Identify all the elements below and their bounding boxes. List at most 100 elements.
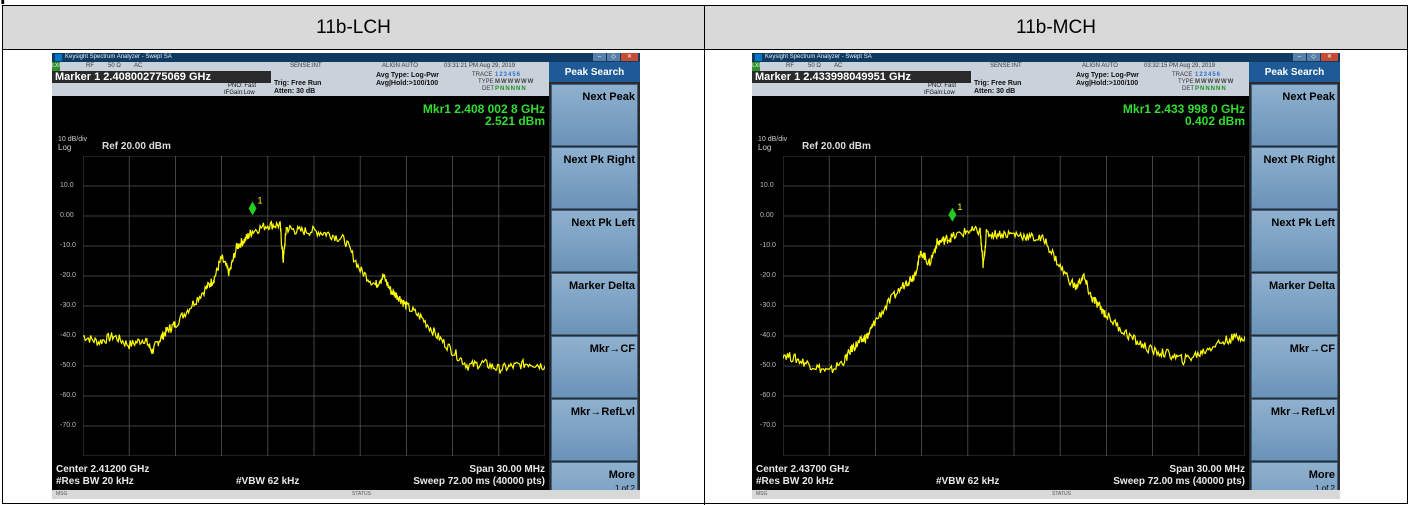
softkey-label: Next Peak (582, 91, 635, 103)
y-axis-tick-label: -10.0 (760, 242, 776, 249)
column-header-mch: 11b-MCH (705, 6, 1407, 50)
scale-log-label: Log (58, 143, 72, 152)
rf-input-label: RF (86, 63, 94, 69)
sense-label: SENSE:INT (290, 63, 322, 69)
spectrum-trace (783, 225, 1245, 374)
softkey-label: Mkr→CF (589, 343, 635, 355)
mkr-to-reflvl-button[interactable]: Mkr→RefLvl (551, 399, 638, 461)
marker-delta-button[interactable]: Marker Delta (551, 273, 638, 335)
softkey-label: Next Pk Left (1271, 217, 1335, 229)
datetime-label: 03:32:15 PM Aug 29, 2019 (1144, 63, 1216, 69)
softkey-menu-title: Peak Search (549, 62, 640, 82)
status-label: STATUS (1052, 491, 1071, 497)
softkey-label: Next Pk Right (1263, 154, 1335, 166)
next-pk-left-button[interactable]: Next Pk Left (1251, 210, 1338, 272)
next-peak-button[interactable]: Next Peak (1251, 84, 1338, 146)
softkey-panel: Peak Search Next Peak Next Pk Right Next P… (549, 62, 640, 499)
minimize-icon[interactable]: – (593, 53, 606, 61)
marker-frequency-field[interactable]: Marker 1 2.433998049951 GHz (752, 71, 971, 83)
det-label: DET (1182, 86, 1194, 92)
marker-delta-button[interactable]: Marker Delta (1251, 273, 1338, 335)
y-axis-tick-label: -10.0 (60, 242, 76, 249)
mkr-to-cf-button[interactable]: Mkr→CF (551, 336, 638, 398)
y-axis-tick-label: -60.0 (60, 392, 76, 399)
y-axis-tick-label: -20.0 (760, 272, 776, 279)
status-label: STATUS (352, 491, 371, 497)
softkey-label: Next Peak (1282, 91, 1335, 103)
results-table: 11b-LCH 11b-MCH (2, 5, 1408, 505)
lxi-indicator: LXI (52, 62, 60, 71)
impedance-label: 50 Ω (808, 63, 821, 69)
softkey-label: Marker Delta (568, 280, 635, 292)
column-header-lch: 11b-LCH (3, 6, 705, 50)
column-divider (704, 50, 705, 505)
y-axis-tick-label: -70.0 (760, 422, 776, 429)
ifgain-label: IFGain:Low (224, 90, 255, 96)
restore-icon[interactable]: ◇ (607, 53, 620, 61)
msg-label: MSG (56, 491, 68, 497)
datetime-label: 03:31:21 PM Aug 29, 2019 (444, 63, 516, 69)
marker-readout-frequency: Mkr1 2.408 002 8 GHz (422, 102, 545, 116)
mkr-to-reflvl-button[interactable]: Mkr→RefLvl (1251, 399, 1338, 461)
y-axis-tick-label: -20.0 (60, 272, 76, 279)
trace-numbers: 123456 (1195, 72, 1222, 78)
y-axis-tick-label: -50.0 (760, 362, 776, 369)
ifgain-label: IFGain:Low (924, 90, 955, 96)
reference-level: Ref 20.00 dBm (102, 141, 171, 152)
resolution-bandwidth: #Res BW 20 kHz (756, 476, 834, 487)
y-axis-tick-label: -60.0 (760, 392, 776, 399)
marker-number-label: 1 (258, 195, 263, 205)
avg-type-label: Avg Type: Log-Pwr (1076, 72, 1139, 79)
close-icon[interactable]: ✕ (621, 53, 638, 61)
marker-number-label: 1 (957, 202, 962, 212)
next-pk-left-button[interactable]: Next Pk Left (551, 210, 638, 272)
spectrum-analyzer-window: Keysight Spectrum Analyzer - Swept SA – … (752, 53, 1340, 499)
y-axis-tick-label: -30.0 (60, 302, 76, 309)
marker-readout-level: 2.521 dBm (484, 114, 545, 128)
spectrum-display[interactable]: Mkr1 2.408 002 8 GHz 2.521 dBm 10 dB/div… (52, 96, 549, 490)
pno-label: PNO: Fast (928, 83, 957, 89)
marker-frequency-field[interactable]: Marker 1 2.408002775069 GHz (52, 71, 271, 83)
span-value: Span 30.00 MHz (1169, 464, 1245, 475)
softkey-label: Mkr→RefLvl (570, 406, 635, 418)
settings-bar: LXI RF 50 Ω AC SENSE:INT ALIGN AUTO 03:3… (752, 62, 1249, 96)
pno-label: PNO: Fast (228, 83, 257, 89)
impedance-label: 50 Ω (108, 63, 121, 69)
det-label: DET (482, 86, 494, 92)
marker-readout-frequency: Mkr1 2.433 998 0 GHz (1122, 102, 1245, 116)
trace-detectors: PNNNNN (495, 86, 527, 92)
marker-diamond-icon (948, 207, 957, 222)
app-icon (755, 54, 762, 61)
rf-input-label: RF (786, 63, 794, 69)
softkey-sublabel: 1 of 2 (614, 484, 635, 493)
span-value: Span 30.00 MHz (469, 464, 545, 475)
trigger-label: Trig: Free Run (974, 80, 1022, 87)
close-icon[interactable]: ✕ (1321, 53, 1338, 61)
avg-type-label: Avg Type: Log-Pwr (376, 72, 439, 79)
next-peak-button[interactable]: Next Peak (551, 84, 638, 146)
restore-icon[interactable]: ◇ (1307, 53, 1320, 61)
window-title: Keysight Spectrum Analyzer - Swept SA (65, 54, 172, 60)
trace-detectors: PNNNNN (1195, 86, 1227, 92)
y-axis-tick-label: -50.0 (60, 362, 76, 369)
app-icon (55, 54, 62, 61)
marker-diamond-icon (248, 201, 257, 216)
next-pk-right-button[interactable]: Next Pk Right (1251, 147, 1338, 209)
settings-bar: LXI RF 50 Ω AC SENSE:INT ALIGN AUTO 03:3… (52, 62, 549, 96)
minimize-icon[interactable]: – (1293, 53, 1306, 61)
trace-types: MWWWWW (495, 79, 535, 85)
softkey-label: Next Pk Left (571, 217, 635, 229)
spectrum-display[interactable]: Mkr1 2.433 998 0 GHz 0.402 dBm 10 dB/div… (752, 96, 1249, 490)
status-bar: MSG STATUS (752, 490, 1340, 499)
next-pk-right-button[interactable]: Next Pk Right (551, 147, 638, 209)
type-label: TYPE (478, 79, 494, 85)
spectrum-trace (83, 220, 545, 374)
avg-hold-label: Avg|Hold:>100/100 (376, 80, 439, 87)
mkr-to-cf-button[interactable]: Mkr→CF (1251, 336, 1338, 398)
reference-level: Ref 20.00 dBm (802, 141, 871, 152)
trace-label: TRACE (472, 72, 493, 78)
softkey-label: More (608, 469, 635, 481)
softkey-panel: Peak Search Next Peak Next Pk Right Next P… (1249, 62, 1340, 499)
sweep-value: Sweep 72.00 ms (40000 pts) (1113, 476, 1245, 487)
y-axis-tick-label: -70.0 (60, 422, 76, 429)
